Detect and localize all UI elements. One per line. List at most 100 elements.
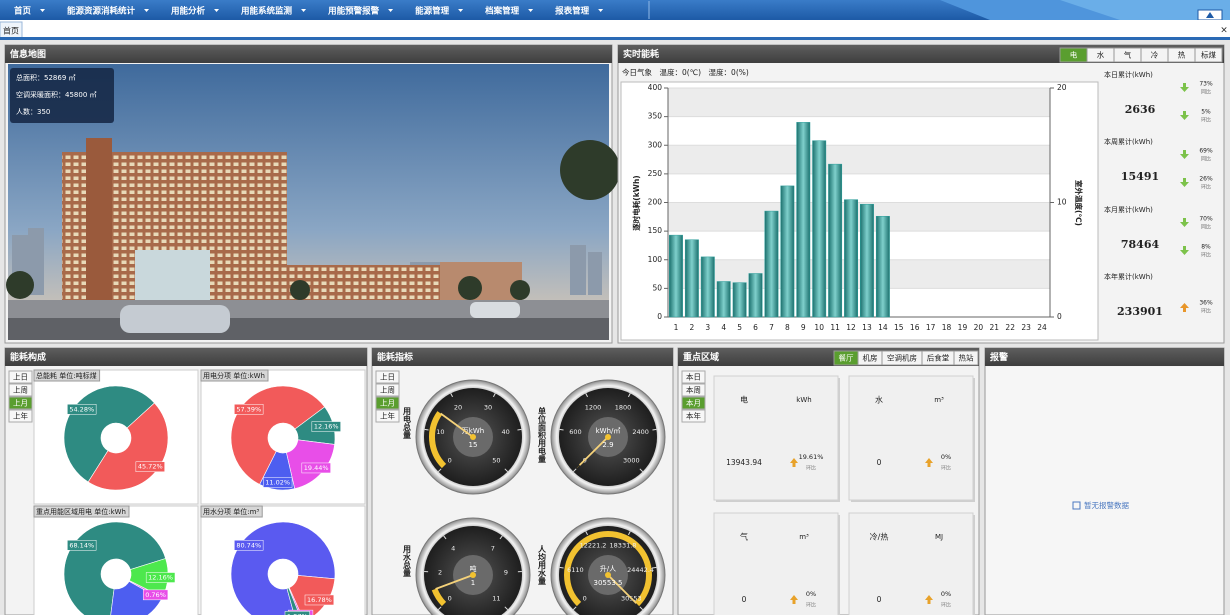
gauge-label: 单位面积用电量 <box>538 406 547 464</box>
gauge-needle <box>607 574 637 604</box>
gauge-tick <box>639 606 644 611</box>
period-button[interactable] <box>375 409 400 423</box>
pie-value-label: 12.16% <box>148 574 173 582</box>
summary-label: 本月累计(kWh) <box>1104 205 1153 214</box>
pie-value-label: 57.39% <box>236 405 261 413</box>
y-axis-title: 逐时电耗(kWh) <box>631 175 641 230</box>
y-tick-label: 400 <box>648 83 663 92</box>
card-arrow <box>925 458 933 467</box>
change-label: 同比 <box>1201 89 1211 96</box>
y-tick-label: 50 <box>652 283 662 292</box>
gauge-label: 人均用水量 <box>537 544 547 586</box>
change-value: 5% <box>1201 109 1211 116</box>
grid-band <box>668 202 1050 232</box>
gauge-tick <box>639 468 644 473</box>
period-button[interactable] <box>8 396 33 410</box>
bar <box>669 234 683 318</box>
period-button[interactable] <box>681 396 706 410</box>
period-button[interactable] <box>681 383 706 397</box>
grid-band <box>668 145 1050 174</box>
nav-item[interactable]: 首页 <box>14 6 32 17</box>
period-label: 上年 <box>380 411 395 421</box>
header-tab-label: 热 <box>1178 50 1186 60</box>
header-tab[interactable] <box>1194 47 1223 63</box>
nav-item[interactable]: 能源管理 <box>415 6 450 17</box>
gauge-tick <box>499 535 503 540</box>
nav-item[interactable]: 档案管理 <box>485 6 520 17</box>
alarm-empty: 暂无报警数据 <box>1084 500 1129 510</box>
period-button[interactable] <box>375 370 400 384</box>
x-tick-label: 24 <box>1037 323 1047 332</box>
header-tab-label: 气 <box>1124 50 1132 60</box>
period-button[interactable] <box>8 370 33 384</box>
period-label: 本周 <box>686 385 701 395</box>
summary-value: 233901 <box>1117 305 1163 318</box>
y-tick-label: 150 <box>648 226 663 235</box>
gauge-tick <box>504 468 509 473</box>
gauge-unit: 升/人 <box>600 564 616 573</box>
period-button[interactable] <box>681 409 706 423</box>
photo-distant-building <box>588 252 602 295</box>
period-button[interactable] <box>8 383 33 397</box>
pie-value-label-bg <box>135 461 165 472</box>
x-tick-label: 10 <box>814 323 824 332</box>
period-button[interactable] <box>375 396 400 410</box>
gauge-tick-label: 0 <box>448 594 452 602</box>
gauge-tick-label: 6110 <box>567 566 584 574</box>
change-label: 同比 <box>1201 224 1211 231</box>
nav-item[interactable]: 用能系统监测 <box>240 6 293 17</box>
card-arrow <box>925 595 933 604</box>
pie-value-label: 0.76% <box>145 591 166 599</box>
pie-value-label: 45.72% <box>138 463 163 471</box>
x-tick-label: 18 <box>942 323 952 332</box>
header-tab[interactable] <box>953 350 979 366</box>
y2-tick-label: 20 <box>1057 83 1067 92</box>
nav-item[interactable]: 用能预警报警 <box>327 6 380 17</box>
tab-label: 首页 <box>3 26 19 36</box>
period-button[interactable] <box>681 370 706 384</box>
card-value: 0 <box>742 595 747 604</box>
x-tick-label: 4 <box>721 323 726 332</box>
card-change-label: 环比 <box>941 602 951 609</box>
card-unit: m³ <box>934 396 944 404</box>
pie-value-label: 80.74% <box>236 541 261 549</box>
pie-title: 重点用能区域用电 单位:kWh <box>36 507 126 516</box>
x-tick-label: 16 <box>910 323 920 332</box>
gauge-tick-label: 2 <box>438 569 442 577</box>
panel-title: 报警 <box>990 351 1008 363</box>
nav-arrow <box>214 9 220 12</box>
stats-box <box>10 68 114 123</box>
card <box>848 375 974 501</box>
change-value: 8% <box>1201 244 1211 251</box>
nav-item[interactable]: 报表管理 <box>555 6 590 17</box>
gauge-value: 30553.5 <box>594 579 623 587</box>
grid-band <box>668 88 1050 117</box>
header-tab-label: 水 <box>1097 50 1105 60</box>
pie-value-label-bg <box>301 462 331 474</box>
nav-item[interactable]: 用能分析 <box>170 6 206 17</box>
pie-value-label: 19.44% <box>304 464 329 472</box>
period-button[interactable] <box>375 383 400 397</box>
nav-decoration <box>1060 0 1230 20</box>
nav-item[interactable]: 能源资源消耗统计 <box>67 6 136 17</box>
summary-value: 2636 <box>1125 103 1156 116</box>
collapse-icon <box>1206 12 1214 18</box>
gauge-tick-label: 18331.8 <box>610 542 637 550</box>
tab-bar <box>0 20 1230 38</box>
change-arrow <box>1180 246 1189 255</box>
header-tab-label: 餐厅 <box>839 354 854 363</box>
period-button[interactable] <box>8 409 33 423</box>
gauge-value: 2.9 <box>602 441 613 449</box>
period-label: 本日 <box>686 372 701 382</box>
gauge-tick <box>652 566 657 569</box>
card-change-label: 环比 <box>941 465 951 472</box>
gauge-value: 15 <box>469 441 478 449</box>
panel-header <box>5 45 612 63</box>
pie-title: 用水分项 单位:m³ <box>203 507 259 516</box>
x-tick-label: 13 <box>862 323 872 332</box>
gauge-tick <box>492 393 496 398</box>
header-tab-label: 电 <box>1070 50 1078 60</box>
alarm-icon <box>1072 501 1081 510</box>
close-tab[interactable]: × <box>1220 26 1228 36</box>
nav-bar <box>0 0 1230 20</box>
